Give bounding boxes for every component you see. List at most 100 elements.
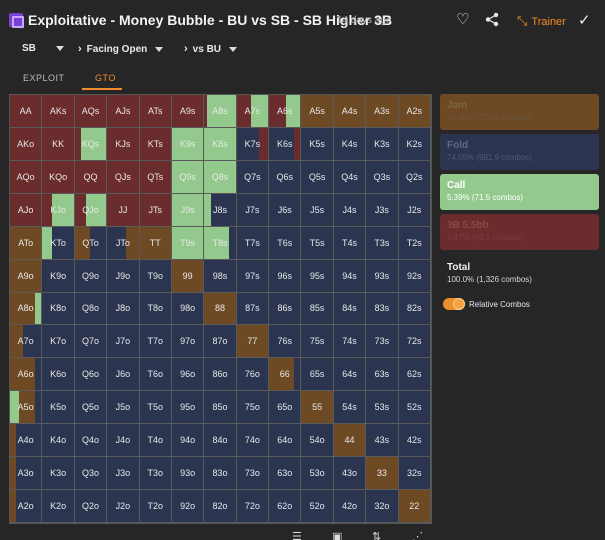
hand-cell-J3s[interactable]: J3s — [366, 193, 399, 227]
trainer-button[interactable]: ⤡ Trainer — [517, 13, 566, 29]
hand-cell-T6o[interactable]: T6o — [139, 358, 172, 392]
hand-cell-AA[interactable]: AA — [10, 95, 43, 128]
relative-combos-toggle[interactable] — [443, 298, 465, 310]
hand-cell-77[interactable]: 77 — [236, 325, 270, 359]
hand-cell-42s[interactable]: 42s — [398, 424, 431, 458]
hand-cell-J9o[interactable]: J9o — [107, 259, 140, 293]
hand-cell-J2o[interactable]: J2o — [107, 490, 140, 523]
hand-cell-K7s[interactable]: K7s — [236, 127, 270, 161]
tab-exploit[interactable]: EXPLOIT — [23, 73, 65, 83]
hand-cell-43s[interactable]: 43s — [366, 424, 399, 458]
hand-cell-KJo[interactable]: KJo — [42, 193, 75, 227]
hand-cell-72o[interactable]: 72o — [236, 490, 270, 523]
hand-cell-84s[interactable]: 84s — [333, 292, 367, 326]
position-select[interactable]: SB — [22, 43, 64, 54]
hand-cell-A9o[interactable]: A9o — [10, 259, 43, 293]
hand-cell-97o[interactable]: 97o — [171, 325, 205, 359]
hand-cell-83o[interactable]: 83o — [204, 457, 237, 491]
hand-cell-K9s[interactable]: K9s — [171, 127, 205, 161]
hand-cell-53s[interactable]: 53s — [366, 391, 399, 425]
hand-cell-J6s[interactable]: J6s — [269, 193, 302, 227]
hand-cell-95o[interactable]: 95o — [171, 391, 205, 425]
hand-cell-Q6o[interactable]: Q6o — [74, 358, 108, 392]
hand-cell-94s[interactable]: 94s — [333, 259, 367, 293]
hand-cell-J8o[interactable]: J8o — [107, 292, 140, 326]
hand-cell-T8o[interactable]: T8o — [139, 292, 172, 326]
hand-cell-KTs[interactable]: KTs — [139, 127, 172, 161]
versus-select[interactable]: › vs BU — [184, 43, 238, 55]
hand-cell-A4o[interactable]: A4o — [10, 424, 43, 458]
hand-cell-73o[interactable]: 73o — [236, 457, 270, 491]
hand-cell-K2s[interactable]: K2s — [398, 127, 431, 161]
share-icon[interactable] — [485, 12, 499, 31]
hand-cell-K5s[interactable]: K5s — [301, 127, 334, 161]
hand-cell-75s[interactable]: 75s — [301, 325, 334, 359]
hand-cell-T7o[interactable]: T7o — [139, 325, 172, 359]
hand-cell-KJs[interactable]: KJs — [107, 127, 140, 161]
hand-cell-87o[interactable]: 87o — [204, 325, 237, 359]
hand-cell-K4o[interactable]: K4o — [42, 424, 75, 458]
hand-cell-22[interactable]: 22 — [398, 490, 431, 523]
hand-cell-T5o[interactable]: T5o — [139, 391, 172, 425]
hand-cell-52o[interactable]: 52o — [301, 490, 334, 523]
save-icon[interactable]: ▣ — [332, 531, 343, 540]
hand-cell-T7s[interactable]: T7s — [236, 226, 270, 260]
hand-cell-55[interactable]: 55 — [301, 391, 334, 425]
hand-cell-32s[interactable]: 32s — [398, 457, 431, 491]
hand-cell-K6o[interactable]: K6o — [42, 358, 75, 392]
hand-cell-72s[interactable]: 72s — [398, 325, 431, 359]
hand-cell-76s[interactable]: 76s — [269, 325, 302, 359]
hand-cell-84o[interactable]: 84o — [204, 424, 237, 458]
hand-cell-AJo[interactable]: AJo — [10, 193, 43, 227]
hand-cell-86s[interactable]: 86s — [269, 292, 302, 326]
hand-cell-Q7s[interactable]: Q7s — [236, 160, 270, 194]
hand-cell-93s[interactable]: 93s — [366, 259, 399, 293]
hand-cell-Q8o[interactable]: Q8o — [74, 292, 108, 326]
hand-cell-K8s[interactable]: K8s — [204, 127, 237, 161]
hand-cell-A7s[interactable]: A7s — [236, 95, 270, 128]
hand-cell-33[interactable]: 33 — [366, 457, 399, 491]
hand-cell-T2s[interactable]: T2s — [398, 226, 431, 260]
hand-cell-J5o[interactable]: J5o — [107, 391, 140, 425]
hand-cell-A3o[interactable]: A3o — [10, 457, 43, 491]
hand-cell-J3o[interactable]: J3o — [107, 457, 140, 491]
hand-cell-J7o[interactable]: J7o — [107, 325, 140, 359]
hand-cell-AQo[interactable]: AQo — [10, 160, 43, 194]
hand-cell-T2o[interactable]: T2o — [139, 490, 172, 523]
hand-cell-98s[interactable]: 98s — [204, 259, 237, 293]
hand-cell-82o[interactable]: 82o — [204, 490, 237, 523]
hand-cell-J7s[interactable]: J7s — [236, 193, 270, 227]
action-jam[interactable]: Jam 13.05% (173.2 combos) — [440, 94, 599, 130]
hand-cell-QTo[interactable]: QTo — [74, 226, 108, 260]
hand-cell-AJs[interactable]: AJs — [107, 95, 140, 128]
hand-cell-J2s[interactable]: J2s — [398, 193, 431, 227]
hand-cell-64s[interactable]: 64s — [333, 358, 367, 392]
hand-cell-96s[interactable]: 96s — [269, 259, 302, 293]
hand-cell-Q9o[interactable]: Q9o — [74, 259, 108, 293]
hand-cell-KK[interactable]: KK — [42, 127, 75, 161]
hand-cell-KQs[interactable]: KQs — [74, 127, 108, 161]
hand-cell-54s[interactable]: 54s — [333, 391, 367, 425]
hand-cell-A6o[interactable]: A6o — [10, 358, 43, 392]
hand-cell-97s[interactable]: 97s — [236, 259, 270, 293]
hand-cell-65s[interactable]: 65s — [301, 358, 334, 392]
hand-cell-74o[interactable]: 74o — [236, 424, 270, 458]
hand-cell-54o[interactable]: 54o — [301, 424, 334, 458]
action-fold[interactable]: Fold 74.05% (981.9 combos) — [440, 134, 599, 170]
hand-cell-QQ[interactable]: QQ — [74, 160, 108, 194]
hand-cell-JTo[interactable]: JTo — [107, 226, 140, 260]
hand-cell-J4s[interactable]: J4s — [333, 193, 367, 227]
hand-cell-K2o[interactable]: K2o — [42, 490, 75, 523]
hand-cell-J5s[interactable]: J5s — [301, 193, 334, 227]
hand-cell-65o[interactable]: 65o — [269, 391, 302, 425]
hand-cell-85o[interactable]: 85o — [204, 391, 237, 425]
hand-cell-A7o[interactable]: A7o — [10, 325, 43, 359]
hand-cell-T9o[interactable]: T9o — [139, 259, 172, 293]
hand-cell-K4s[interactable]: K4s — [333, 127, 367, 161]
share-small-icon[interactable]: ⋰ — [412, 531, 423, 540]
hand-cell-85s[interactable]: 85s — [301, 292, 334, 326]
hand-cell-A8o[interactable]: A8o — [10, 292, 43, 326]
hand-cell-42o[interactable]: 42o — [333, 490, 367, 523]
hand-cell-87s[interactable]: 87s — [236, 292, 270, 326]
hand-cell-62s[interactable]: 62s — [398, 358, 431, 392]
